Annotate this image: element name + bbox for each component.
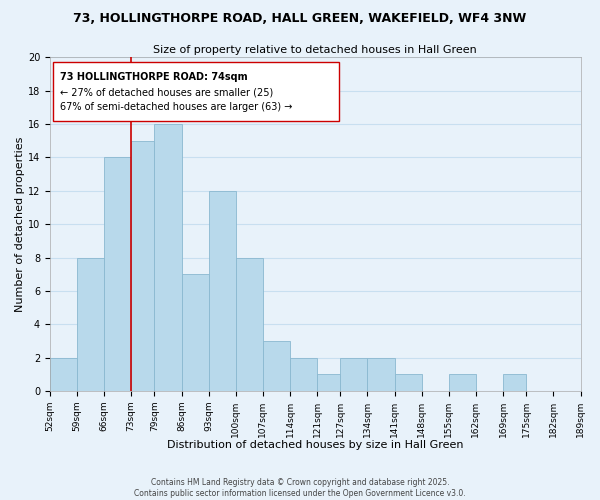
Text: ← 27% of detached houses are smaller (25): ← 27% of detached houses are smaller (25…: [61, 87, 274, 97]
Title: Size of property relative to detached houses in Hall Green: Size of property relative to detached ho…: [154, 45, 477, 55]
Bar: [263, 341, 290, 391]
Bar: [131, 140, 154, 391]
Bar: [367, 358, 395, 391]
Bar: [290, 358, 317, 391]
Text: Contains HM Land Registry data © Crown copyright and database right 2025.
Contai: Contains HM Land Registry data © Crown c…: [134, 478, 466, 498]
Text: 73, HOLLINGTHORPE ROAD, HALL GREEN, WAKEFIELD, WF4 3NW: 73, HOLLINGTHORPE ROAD, HALL GREEN, WAKE…: [73, 12, 527, 26]
Bar: [503, 374, 526, 391]
Bar: [154, 124, 182, 391]
Bar: [209, 190, 236, 391]
Bar: [77, 258, 104, 391]
Bar: [236, 258, 263, 391]
FancyBboxPatch shape: [53, 62, 339, 120]
Bar: [50, 358, 77, 391]
Text: 73 HOLLINGTHORPE ROAD: 74sqm: 73 HOLLINGTHORPE ROAD: 74sqm: [61, 72, 248, 82]
Bar: [104, 158, 131, 391]
Bar: [449, 374, 476, 391]
Bar: [317, 374, 340, 391]
Bar: [395, 374, 422, 391]
Bar: [182, 274, 209, 391]
Text: 67% of semi-detached houses are larger (63) →: 67% of semi-detached houses are larger (…: [61, 102, 293, 113]
Bar: [340, 358, 367, 391]
Y-axis label: Number of detached properties: Number of detached properties: [15, 136, 25, 312]
X-axis label: Distribution of detached houses by size in Hall Green: Distribution of detached houses by size …: [167, 440, 463, 450]
